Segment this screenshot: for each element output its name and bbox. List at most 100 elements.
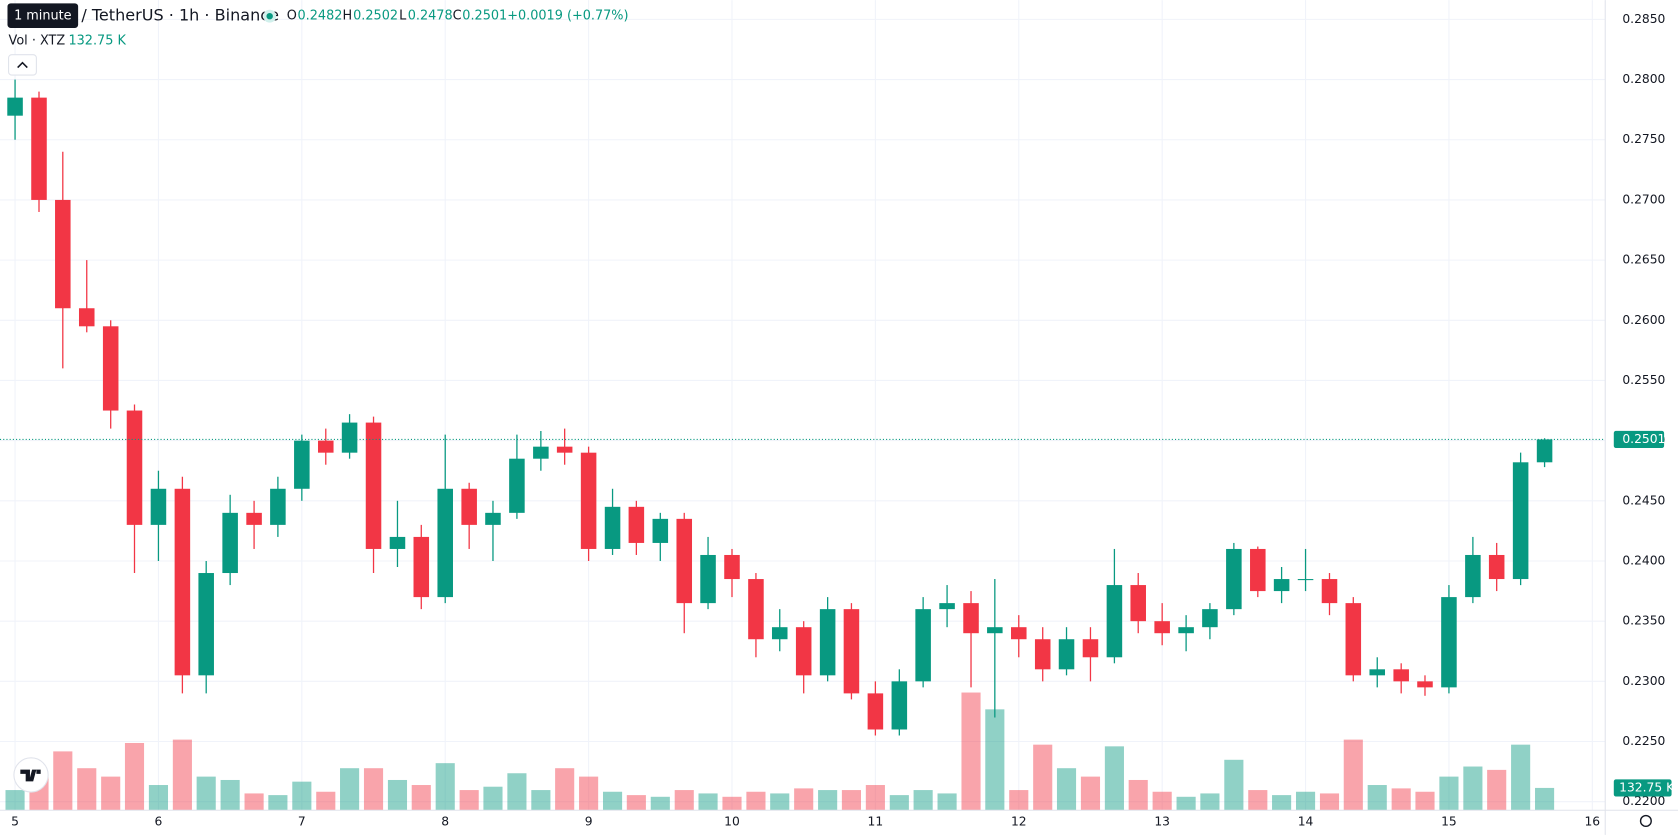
y-tick-label: 0.2750: [1622, 132, 1665, 146]
candle-body: [341, 422, 358, 453]
volume-bar: [1200, 793, 1220, 811]
candle-body: [1345, 603, 1362, 676]
candle-body: [1297, 579, 1314, 581]
volume-bar: [1367, 785, 1387, 811]
volume-bar: [340, 768, 360, 811]
volume-bar: [1295, 791, 1316, 811]
candle-body: [748, 579, 764, 640]
volume-title[interactable]: Vol · XTZ: [9, 33, 66, 48]
legend-label: C: [453, 9, 462, 24]
volume-bar: [124, 742, 145, 811]
volume-bar: [244, 793, 264, 811]
candle-body: [174, 488, 191, 676]
candle-body: [485, 512, 501, 525]
y-tick-label: 0.2800: [1622, 72, 1665, 86]
candle-body: [102, 326, 119, 411]
legend-value: 0.2501: [462, 9, 507, 24]
volume-bar: [148, 785, 169, 811]
volume-bar: [913, 790, 933, 811]
candle-body: [198, 573, 214, 676]
volume-bar: [579, 776, 599, 811]
candle-body: [580, 452, 597, 549]
candle-body: [461, 488, 477, 525]
volume-bar: [1463, 766, 1483, 811]
x-tick-label: 5: [11, 815, 19, 829]
volume-bar: [363, 768, 384, 811]
candle-body: [795, 627, 812, 676]
volume-bar: [1033, 744, 1053, 811]
x-tick-label: 6: [155, 815, 163, 829]
volume-bar: [1439, 776, 1459, 811]
volume-bar: [1391, 788, 1411, 811]
volume-bar: [1272, 795, 1292, 811]
candle-body: [867, 693, 884, 730]
candle-body: [987, 627, 1003, 634]
volume-bar: [531, 790, 551, 811]
legend-value: 0.2502: [353, 9, 398, 24]
candle-body: [724, 554, 740, 580]
status-dot: [266, 12, 273, 20]
candle-body: [78, 308, 95, 327]
legend-change: +0.0019 (+0.77%): [507, 9, 628, 24]
volume-bar: [1104, 746, 1124, 811]
volume-bar: [818, 790, 838, 811]
candle-body: [652, 518, 669, 543]
volume-bar: [435, 763, 455, 811]
candle-body: [1082, 639, 1099, 658]
volume-bar: [1176, 796, 1196, 811]
collapse-button[interactable]: [8, 54, 37, 76]
candle-body: [1226, 548, 1242, 610]
legend-label: O: [287, 9, 297, 24]
candle-body: [413, 536, 430, 598]
candle-body: [437, 488, 453, 598]
volume-bar: [1511, 744, 1531, 811]
settings-icon[interactable]: [1639, 814, 1652, 827]
y-tick-label: 0.2600: [1622, 313, 1665, 327]
candle-body: [604, 506, 621, 549]
volume-bar: [172, 739, 192, 811]
volume-pane: [5, 692, 1555, 811]
x-tick-label: 13: [1154, 815, 1170, 829]
candle-body: [509, 458, 525, 513]
y-tick-label: 0.2700: [1622, 192, 1665, 206]
volume-bar: [1009, 790, 1029, 811]
y-tick-label: 0.2200: [1622, 794, 1665, 808]
collapse-icon: [17, 61, 28, 69]
x-tick-label: 16: [1584, 815, 1600, 829]
candle-body: [150, 488, 167, 525]
volume-bar: [1224, 759, 1244, 811]
volume-bar: [1535, 787, 1555, 811]
volume-bar: [841, 790, 861, 811]
candle-body: [270, 488, 286, 525]
volume-bar: [220, 779, 240, 811]
volume-bar: [722, 796, 742, 811]
chart-title[interactable]: / TetherUS · 1h · Binance: [81, 6, 279, 25]
candle-body: [389, 536, 406, 549]
candle-body: [700, 554, 716, 604]
y-tick-label: 0.2450: [1622, 493, 1665, 507]
candle-body: [771, 627, 788, 640]
volume-readout: 132.75 K: [68, 33, 126, 48]
candle-body: [915, 609, 931, 682]
candle-body: [1106, 585, 1123, 658]
x-tick-label: 15: [1441, 815, 1457, 829]
volume-bar: [483, 786, 503, 811]
volume-bar: [5, 790, 25, 811]
candle-body: [1321, 579, 1338, 604]
candle-body: [1058, 639, 1075, 670]
candle-body: [843, 609, 860, 694]
volume-bar: [1487, 769, 1507, 811]
candle-body: [126, 410, 143, 525]
volume-bar: [53, 751, 73, 811]
y-tick-label: 0.2650: [1622, 253, 1665, 267]
volume-badge: [1613, 779, 1672, 797]
candle-body: [1488, 554, 1505, 580]
x-tick-label: 14: [1298, 815, 1314, 829]
volume-badge-label: 132.75 K: [1619, 780, 1675, 794]
candle-body: [676, 518, 693, 604]
volume-bar: [1343, 739, 1363, 811]
candle-body: [556, 446, 573, 453]
volume-bar: [1248, 790, 1268, 811]
candle-body: [628, 506, 645, 543]
